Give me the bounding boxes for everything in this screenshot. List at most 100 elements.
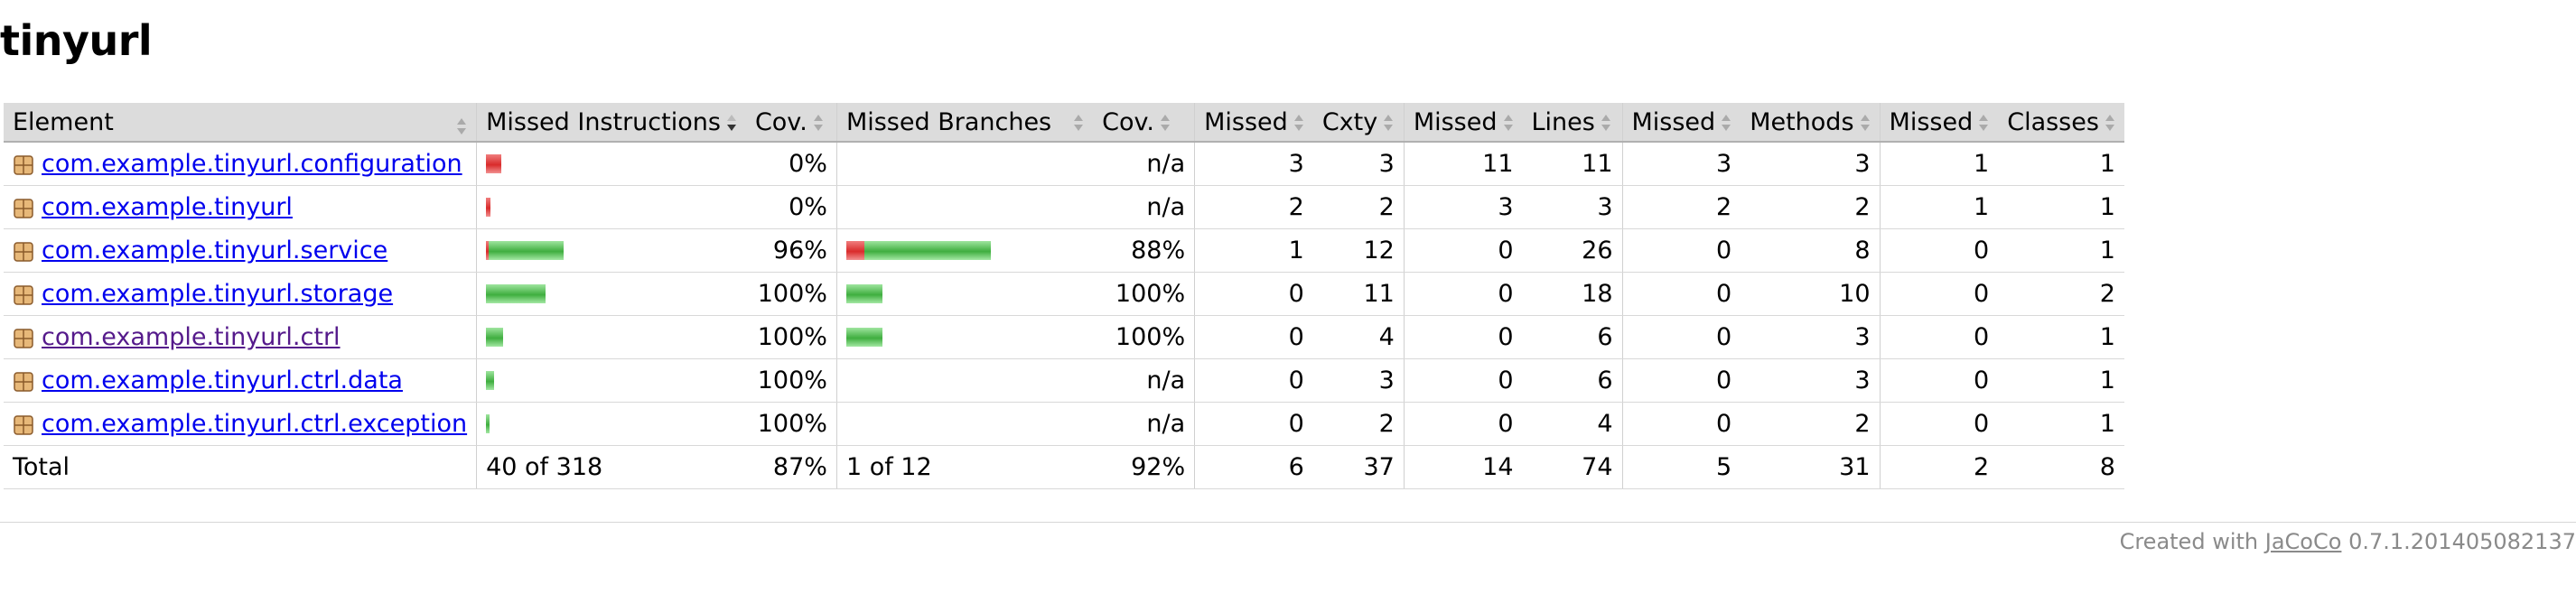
missed-bar [486, 241, 490, 260]
package-link[interactable]: com.example.tinyurl.service [42, 237, 388, 265]
total-cov-branches: 92% [1093, 445, 1195, 489]
instruction-coverage: 100% [745, 358, 837, 403]
missed-methods-cell: 0 [1621, 272, 1741, 316]
classes-cell: 1 [1998, 142, 2124, 186]
coverage-bar-cell [476, 185, 746, 229]
missed-cxty-cell: 2 [1194, 185, 1313, 229]
missed-methods-cell: 0 [1621, 315, 1741, 359]
instruction-coverage: 100% [745, 402, 837, 446]
sort-icon [1293, 114, 1304, 132]
element-cell: com.example.tinyurl.ctrl.exception [4, 402, 477, 446]
total-label: Total [4, 445, 477, 489]
column-header-missed-cxty[interactable]: Missed [1194, 103, 1313, 143]
package-icon [13, 328, 34, 349]
instruction-coverage: 0% [745, 142, 837, 186]
table-row: com.example.tinyurl.ctrl.exception 100% n/… [4, 402, 2124, 446]
column-header-cxty[interactable]: Cxty [1312, 103, 1405, 143]
column-header-classes[interactable]: Classes [1998, 103, 2124, 143]
package-link[interactable]: com.example.tinyurl.storage [42, 280, 394, 308]
missed-methods-cell: 0 [1621, 228, 1741, 273]
sort-descending-icon [726, 114, 737, 132]
coverage-bar-cell [476, 228, 746, 273]
sort-icon [2105, 114, 2115, 132]
branch-coverage: 100% [1093, 315, 1195, 359]
column-header-missed-classes[interactable]: Missed [1879, 103, 1999, 143]
column-header-element[interactable]: Element [4, 103, 477, 143]
column-label: Lines [1531, 107, 1595, 136]
coverage-bar-cell [476, 272, 746, 316]
footer-prefix: Created with [2119, 529, 2259, 554]
column-header-missed-instructions[interactable]: Missed Instructions [476, 103, 746, 143]
package-link[interactable]: com.example.tinyurl.ctrl.data [42, 367, 403, 394]
branch-coverage: 100% [1093, 272, 1195, 316]
sort-icon [1073, 114, 1084, 132]
column-label: Cxty [1321, 107, 1378, 136]
missed-cxty-cell: 0 [1194, 315, 1313, 359]
methods-cell: 2 [1741, 402, 1881, 446]
element-cell: com.example.tinyurl [4, 185, 477, 229]
coverage-bar-cell [835, 185, 1094, 229]
total-missed-lines: 14 [1403, 445, 1523, 489]
instruction-coverage: 96% [745, 228, 837, 273]
column-header-missed-lines[interactable]: Missed [1403, 103, 1523, 143]
column-label: Missed [1204, 107, 1288, 136]
branch-coverage: n/a [1093, 185, 1195, 229]
jacoco-link[interactable]: JaCoCo [2264, 529, 2342, 554]
sort-icon [1601, 114, 1611, 132]
sort-icon [1383, 114, 1394, 132]
cxty-cell: 12 [1312, 228, 1405, 273]
table-row: com.example.tinyurl.ctrl.data 100% n/a 0 3 0 6… [4, 358, 2124, 403]
classes-cell: 2 [1998, 272, 2124, 316]
instruction-coverage: 100% [745, 315, 837, 359]
lines-cell: 18 [1522, 272, 1622, 316]
covered-bar [486, 284, 546, 303]
column-label: Cov. [1102, 107, 1154, 136]
column-label: Missed Branches [845, 107, 1052, 136]
element-cell: com.example.tinyurl.configuration [4, 142, 477, 186]
table-row: com.example.tinyurl.storage 100% 100% 0 11 0 1… [4, 272, 2124, 316]
column-header-cov-branches[interactable]: Cov. [1093, 103, 1195, 143]
total-missed-branches: 1 of 12 [835, 445, 1094, 489]
package-link[interactable]: com.example.tinyurl.ctrl [42, 323, 341, 351]
covered-bar [489, 241, 565, 260]
methods-cell: 8 [1741, 228, 1881, 273]
column-label: Missed Instructions [486, 107, 721, 136]
branch-coverage: n/a [1093, 402, 1195, 446]
total-missed-methods: 5 [1621, 445, 1741, 489]
package-link[interactable]: com.example.tinyurl.configuration [42, 150, 462, 178]
package-icon [13, 154, 34, 176]
column-header-cov-instructions[interactable]: Cov. [745, 103, 837, 143]
coverage-bar-cell [835, 315, 1094, 359]
branch-coverage: n/a [1093, 142, 1195, 186]
cxty-cell: 2 [1312, 402, 1405, 446]
missed-classes-cell: 0 [1879, 228, 1999, 273]
column-header-missed-branches[interactable]: Missed Branches [835, 103, 1094, 143]
table-row: com.example.tinyurl.service 96% 88% 1 12 0 26 0… [4, 228, 2124, 273]
missed-lines-cell: 11 [1403, 142, 1523, 186]
cxty-cell: 4 [1312, 315, 1405, 359]
column-header-lines[interactable]: Lines [1522, 103, 1622, 143]
element-cell: com.example.tinyurl.service [4, 228, 477, 273]
column-label: Missed [1889, 107, 1974, 136]
methods-cell: 10 [1741, 272, 1881, 316]
missed-lines-cell: 0 [1403, 272, 1523, 316]
sort-icon [456, 117, 467, 135]
column-header-methods[interactable]: Methods [1741, 103, 1881, 143]
missed-methods-cell: 0 [1621, 402, 1741, 446]
sort-icon [1160, 114, 1171, 132]
column-header-missed-methods[interactable]: Missed [1621, 103, 1741, 143]
package-icon [13, 371, 34, 393]
classes-cell: 1 [1998, 228, 2124, 273]
missed-methods-cell: 3 [1621, 142, 1741, 186]
total-cxty: 37 [1312, 445, 1405, 489]
package-link[interactable]: com.example.tinyurl.ctrl.exception [42, 410, 468, 438]
package-link[interactable]: com.example.tinyurl [42, 193, 293, 221]
cxty-cell: 3 [1312, 142, 1405, 186]
footer-version: 0.7.1.201405082137 [2348, 529, 2576, 554]
lines-cell: 3 [1522, 185, 1622, 229]
covered-bar [486, 371, 495, 390]
total-methods: 31 [1741, 445, 1881, 489]
package-icon [13, 241, 34, 263]
column-label: Element [13, 107, 114, 136]
missed-classes-cell: 0 [1879, 272, 1999, 316]
